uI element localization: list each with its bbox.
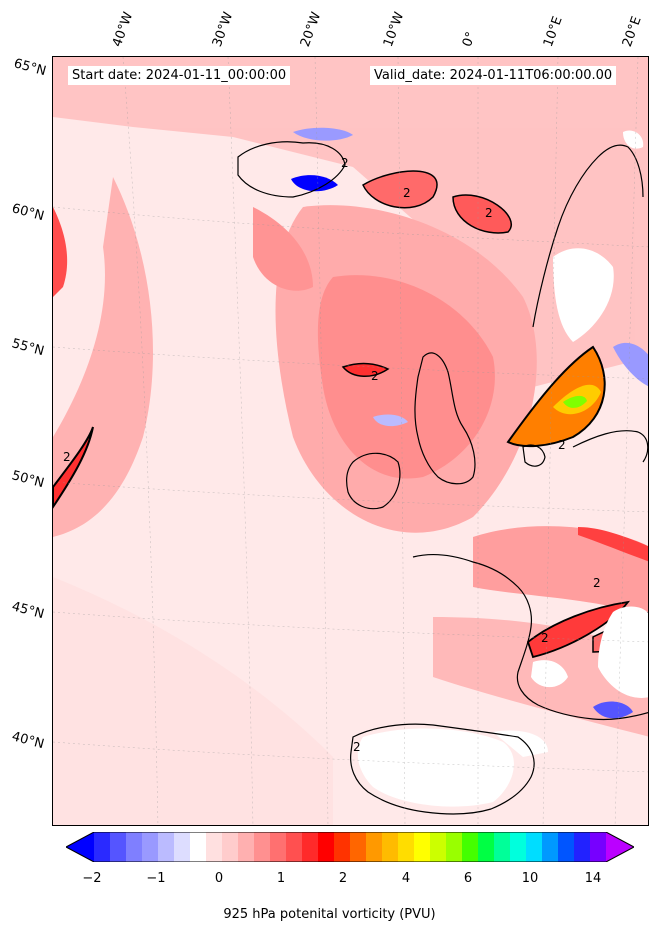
contour-label-east: 2 <box>593 576 601 590</box>
cbar-tick-label: −1 <box>146 871 166 886</box>
cbar-tick-label: 0 <box>214 871 224 886</box>
colorbar-swatch <box>430 832 447 862</box>
cbar-tick-label: −2 <box>82 871 102 886</box>
colorbar-swatch <box>238 832 255 862</box>
contour-labels: 2 2 2 2 2 2 2 2 2 <box>63 156 601 754</box>
colorbar-swatch <box>126 832 143 862</box>
colorbar-swatch <box>158 832 175 862</box>
colorbar-swatch <box>510 832 527 862</box>
colorbar <box>66 832 634 862</box>
pv-shading <box>53 57 648 825</box>
contour-label-iberia: 2 <box>353 740 361 754</box>
colorbar-swatch <box>366 832 383 862</box>
colorbar-swatch <box>174 832 191 862</box>
graticule <box>53 57 648 825</box>
contour-label-northeast: 2 <box>485 206 493 220</box>
lat-tick-60n: 60°N <box>10 201 46 225</box>
lat-tick-50n: 50°N <box>10 468 46 492</box>
colorbar-swatch <box>590 832 607 862</box>
colorbar-swatch <box>254 832 271 862</box>
masked-areas <box>357 130 648 807</box>
colorbar-swatch <box>286 832 303 862</box>
lat-tick-40n: 40°N <box>10 729 46 753</box>
colorbar-swatch <box>110 832 127 862</box>
cbar-tick-label: 10 <box>521 871 539 886</box>
colorbar-swatch <box>206 832 223 862</box>
cbar-tick-label: 4 <box>401 871 411 886</box>
lon-tick-10w: 10°W <box>380 10 408 49</box>
cbar-tick-label: 2 <box>338 871 348 886</box>
colorbar-title: 925 hPa potenital vorticity (PVU) <box>223 907 436 922</box>
cbar-tick-label: 1 <box>276 871 286 886</box>
contour-label-center: 2 <box>371 369 379 383</box>
valid-date-label: Valid_date: 2024-01-11T06:00:00.00 <box>370 66 617 85</box>
cbar-tick-label: 6 <box>463 871 473 886</box>
colorbar-swatch <box>382 832 399 862</box>
map-panel: 2 2 2 2 2 2 2 2 2 <box>52 56 649 826</box>
contour-label-north: 2 <box>403 186 411 200</box>
pv-field-map: 2 2 2 2 2 2 2 2 2 <box>53 57 648 825</box>
colorbar-swatch <box>142 832 159 862</box>
colorbar-swatch <box>334 832 351 862</box>
lon-tick-0: 0° <box>459 29 480 49</box>
colorbar-extend-max <box>606 832 634 862</box>
lon-tick-10e: 10°E <box>540 14 566 50</box>
colorbar-swatch <box>270 832 287 862</box>
lat-tick-65n: 65°N <box>12 56 48 80</box>
lon-tick-40w: 40°W <box>109 10 137 49</box>
negative-pv <box>291 127 648 719</box>
lon-tick-20e: 20°E <box>619 14 645 50</box>
colorbar-swatch <box>190 832 207 862</box>
colorbar-swatch <box>462 832 479 862</box>
colorbar-swatch <box>414 832 431 862</box>
lon-tick-20w: 20°W <box>297 10 325 49</box>
colorbar-swatch <box>542 832 559 862</box>
colorbar-swatch <box>558 832 575 862</box>
contour-label-northsea: 2 <box>558 438 566 452</box>
colorbar-swatch <box>302 832 319 862</box>
colorbar-swatch <box>350 832 367 862</box>
start-date-label: Start date: 2024-01-11_00:00:00 <box>68 66 291 85</box>
colorbar-swatch <box>446 832 463 862</box>
colorbar-swatch <box>222 832 239 862</box>
lon-tick-30w: 30°W <box>209 10 237 49</box>
colorbar-swatch <box>478 832 495 862</box>
colorbar-swatch <box>94 832 111 862</box>
contour-label-iceland: 2 <box>341 156 349 170</box>
lat-tick-55n: 55°N <box>10 336 46 360</box>
colorbar-swatch <box>526 832 543 862</box>
lat-tick-45n: 45°N <box>10 599 46 623</box>
colorbar-extend-min <box>66 832 94 862</box>
contour-label-alps: 2 <box>541 631 549 645</box>
cbar-tick-label: 14 <box>584 871 602 886</box>
colorbar-swatch <box>398 832 415 862</box>
contour-label-west: 2 <box>63 450 71 464</box>
colorbar-swatch <box>318 832 335 862</box>
colorbar-swatch <box>494 832 511 862</box>
colorbar-swatch <box>574 832 591 862</box>
